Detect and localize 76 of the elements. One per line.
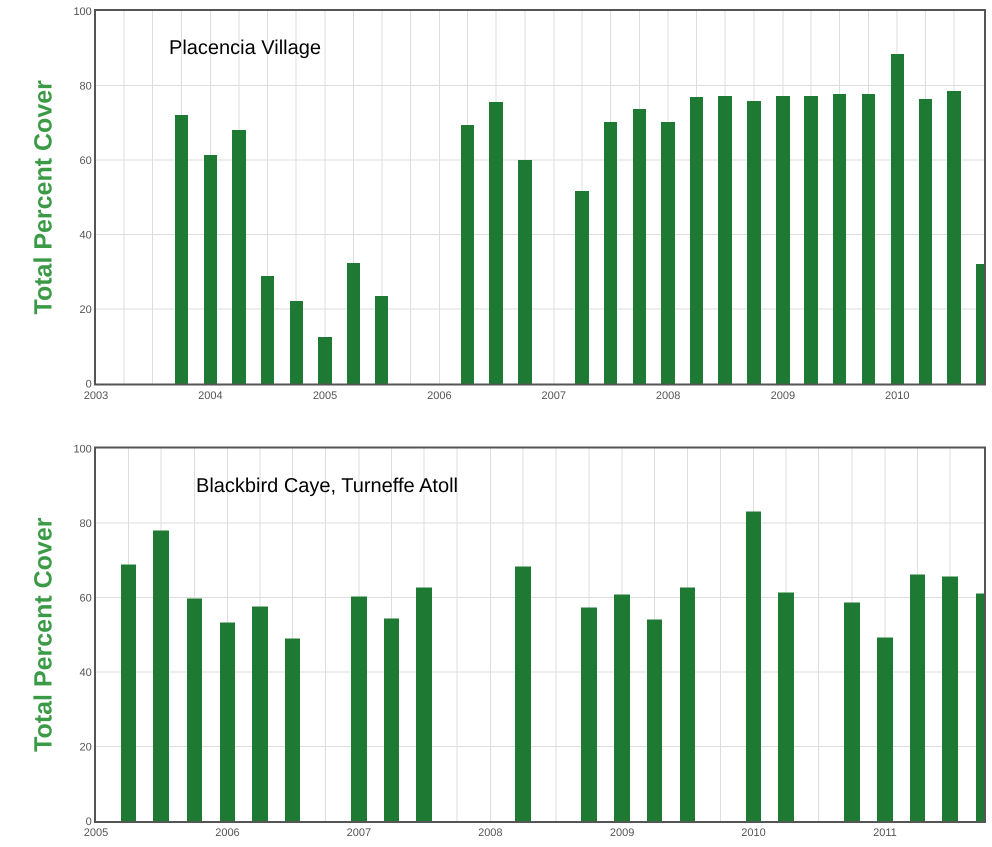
bar xyxy=(776,96,790,384)
bar xyxy=(489,102,503,384)
x-tick-label: 2010 xyxy=(884,390,910,402)
x-tick-label: 2006 xyxy=(215,827,240,840)
y-tick-label: 20 xyxy=(80,741,92,754)
y-tick-label: 60 xyxy=(80,592,92,604)
bar xyxy=(718,96,732,384)
bar xyxy=(187,598,202,821)
bar xyxy=(919,99,932,384)
bar xyxy=(518,160,532,384)
bar xyxy=(910,574,925,821)
bar xyxy=(947,91,961,384)
bar xyxy=(661,122,675,384)
bar xyxy=(862,94,875,384)
bar xyxy=(375,296,388,384)
annotation: Blackbird Caye, Turneffe Atoll xyxy=(196,475,458,497)
bar xyxy=(575,191,589,384)
y-tick-label: 0 xyxy=(86,378,92,390)
bar xyxy=(690,97,703,384)
bar xyxy=(942,576,958,821)
bar xyxy=(175,115,188,384)
x-tick-label: 2006 xyxy=(427,390,452,402)
bar xyxy=(285,638,300,821)
bar xyxy=(351,596,367,821)
bar xyxy=(647,619,662,821)
bar xyxy=(778,592,794,821)
bar xyxy=(833,94,846,384)
x-tick-label: 2007 xyxy=(346,827,372,840)
bar xyxy=(232,130,246,384)
x-tick-label: 2008 xyxy=(656,390,680,402)
x-tick-label: 2005 xyxy=(312,390,338,402)
bar xyxy=(347,263,360,384)
x-tick-label: 2007 xyxy=(542,390,566,402)
x-tick-label: 2009 xyxy=(610,827,634,840)
bar xyxy=(604,122,617,384)
bar xyxy=(581,607,597,821)
y-tick-label: 40 xyxy=(80,229,92,242)
bar xyxy=(844,602,860,821)
y-tick-label: 60 xyxy=(80,154,92,167)
x-tick-label: 2003 xyxy=(84,390,108,402)
bar xyxy=(153,530,169,821)
y-tick-label: 80 xyxy=(80,518,92,530)
bar xyxy=(318,337,332,384)
y-tick-label: 100 xyxy=(73,443,92,456)
bar xyxy=(614,594,630,821)
x-tick-label: 2004 xyxy=(198,390,223,402)
bar xyxy=(746,511,761,821)
y-tick-label: 80 xyxy=(80,80,92,92)
x-tick-label: 2011 xyxy=(873,827,897,840)
y-tick-label: 0 xyxy=(86,816,92,828)
bar xyxy=(416,587,432,821)
bar xyxy=(515,566,531,821)
x-tick-label: 2008 xyxy=(478,827,503,840)
bar xyxy=(384,618,399,821)
y-tick-label: 20 xyxy=(80,304,92,316)
bar xyxy=(461,125,474,384)
y-axis-title: Total Percent Cover xyxy=(30,517,58,752)
x-tick-label: 2005 xyxy=(84,827,108,840)
x-tick-label: 2010 xyxy=(741,827,766,840)
bar xyxy=(804,96,818,384)
y-tick-label: 100 xyxy=(73,6,92,18)
annotation: Placencia Village xyxy=(169,37,321,59)
bar xyxy=(877,637,893,821)
y-axis-title: Total Percent Cover xyxy=(30,80,58,314)
bar xyxy=(121,564,136,821)
bar xyxy=(747,101,761,384)
bar xyxy=(204,155,217,384)
bar xyxy=(290,301,303,384)
bar xyxy=(252,606,268,821)
x-tick-label: 2009 xyxy=(770,390,796,402)
bar xyxy=(633,109,646,384)
bar xyxy=(261,276,274,384)
bar xyxy=(220,622,235,821)
y-tick-label: 40 xyxy=(80,666,92,679)
bar xyxy=(680,587,695,821)
bar xyxy=(891,54,904,384)
